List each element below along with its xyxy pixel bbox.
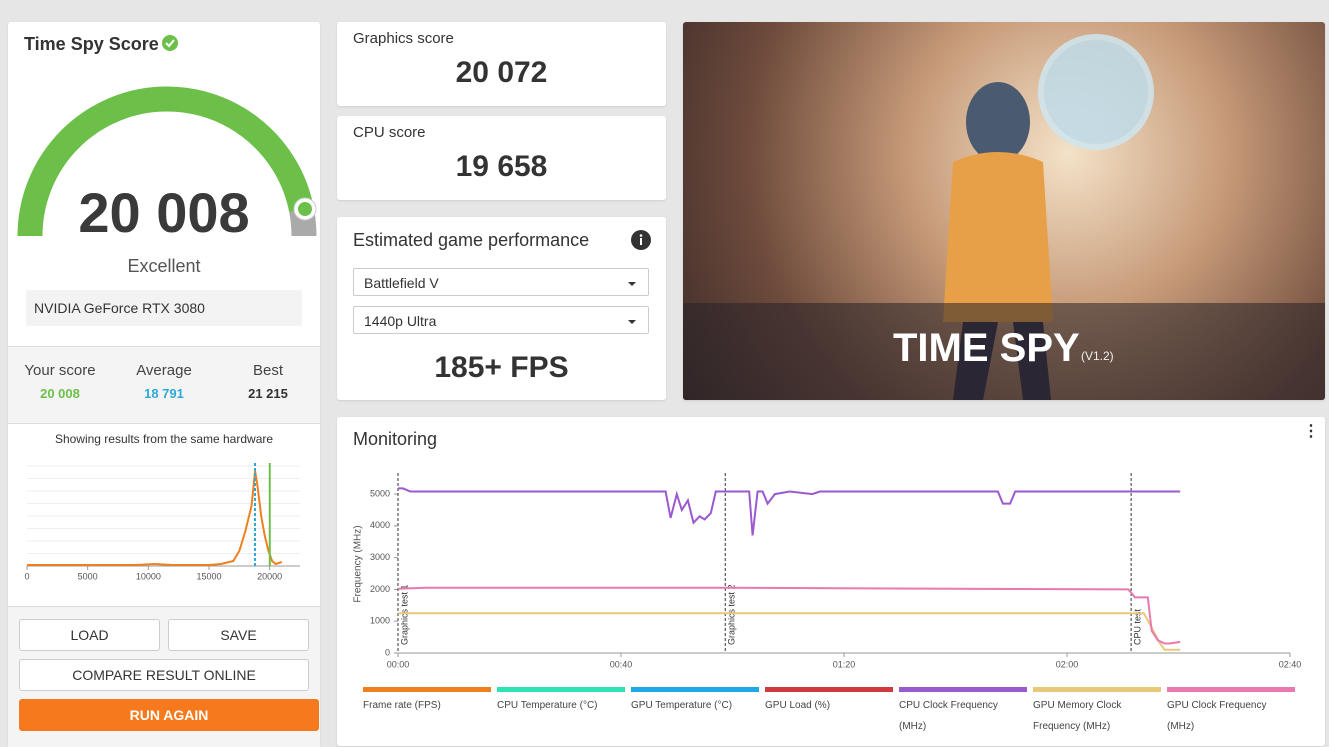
game-card: Estimated game performance Battlefield V… — [337, 217, 666, 400]
legend-item: Frame rate (FPS) — [363, 687, 491, 716]
graphics-value: 20 072 — [455, 56, 548, 89]
legend-item: GPU Temperature (°C) — [631, 687, 759, 716]
cpu-label: CPU score — [353, 124, 426, 141]
run-again-button[interactable]: RUN AGAIN — [19, 699, 319, 731]
legend-swatch — [1167, 687, 1295, 692]
hardware-note: Showing results from the same hardware — [54, 432, 274, 446]
fps-value: 185+ FPS — [434, 351, 569, 384]
legend-swatch — [631, 687, 759, 692]
stat-value: 20 008 — [40, 386, 80, 401]
legend-label: CPU Temperature (°C) — [497, 700, 598, 711]
compare-button[interactable]: COMPARE RESULT ONLINE — [19, 659, 309, 691]
graphics-label: Graphics score — [353, 30, 454, 47]
legend-swatch — [363, 687, 491, 692]
monitoring-title: Monitoring — [353, 429, 438, 449]
info-icon[interactable] — [631, 230, 651, 250]
legend-item: GPU Clock Frequency (MHz) — [1167, 687, 1295, 737]
stat-label: Average — [136, 362, 192, 379]
banner-band — [683, 303, 1325, 400]
stat-label: Best — [252, 362, 283, 379]
score-rating: Excellent — [127, 256, 201, 276]
preset-select[interactable]: 1440p Ultra — [353, 306, 649, 334]
score-panel: Time Spy Score 20 008 Excellent NVIDIA G… — [8, 22, 320, 747]
legend-swatch — [1033, 687, 1161, 692]
gpu-name: NVIDIA GeForce RTX 3080 — [26, 290, 302, 326]
check-icon — [162, 35, 178, 51]
graphics-card: Graphics score 20 072 — [337, 22, 666, 106]
legend-item: CPU Clock Frequency (MHz) — [899, 687, 1027, 737]
legend-item: GPU Memory Clock Frequency (MHz) — [1033, 687, 1161, 737]
score-value: 20 008 — [78, 181, 250, 244]
game-select[interactable]: Battlefield V — [353, 268, 649, 296]
stat: Your score 20 008 — [8, 362, 112, 401]
banner-title: TIME SPY — [893, 326, 1080, 370]
stat: Best 21 215 — [216, 362, 320, 401]
stat-label: Your score — [24, 362, 96, 379]
stat-value: 18 791 — [144, 386, 184, 401]
legend-label: GPU Load (%) — [765, 700, 831, 711]
score-title: Time Spy Score — [24, 34, 159, 54]
save-button[interactable]: SAVE — [168, 619, 309, 651]
legend-label: CPU Clock Frequency (MHz) — [899, 700, 998, 732]
monitoring-card: Monitoring ⋮ Frame rate (FPS) CPU Tempera… — [337, 417, 1325, 746]
legend-swatch — [497, 687, 625, 692]
cpu-value: 19 658 — [455, 150, 548, 183]
menu-icon[interactable]: ⋮ — [1303, 423, 1319, 440]
banner: TIME SPY (V1.2) — [683, 22, 1325, 400]
stat-value: 21 215 — [248, 386, 288, 401]
legend-item: GPU Load (%) — [765, 687, 893, 716]
banner-version: (V1.2) — [1081, 349, 1114, 363]
cpu-card: CPU score 19 658 — [337, 116, 666, 200]
stat: Average 18 791 — [112, 362, 216, 401]
legend-swatch — [765, 687, 893, 692]
legend-item: CPU Temperature (°C) — [497, 687, 625, 716]
legend-label: Frame rate (FPS) — [363, 700, 441, 711]
legend-label: GPU Temperature (°C) — [631, 700, 733, 711]
load-button[interactable]: LOAD — [19, 619, 160, 651]
legend-label: GPU Clock Frequency (MHz) — [1167, 700, 1267, 732]
stats-row — [8, 346, 320, 424]
legend-swatch — [899, 687, 1027, 692]
legend-label: GPU Memory Clock Frequency (MHz) — [1033, 700, 1122, 732]
game-title: Estimated game performance — [353, 230, 590, 250]
